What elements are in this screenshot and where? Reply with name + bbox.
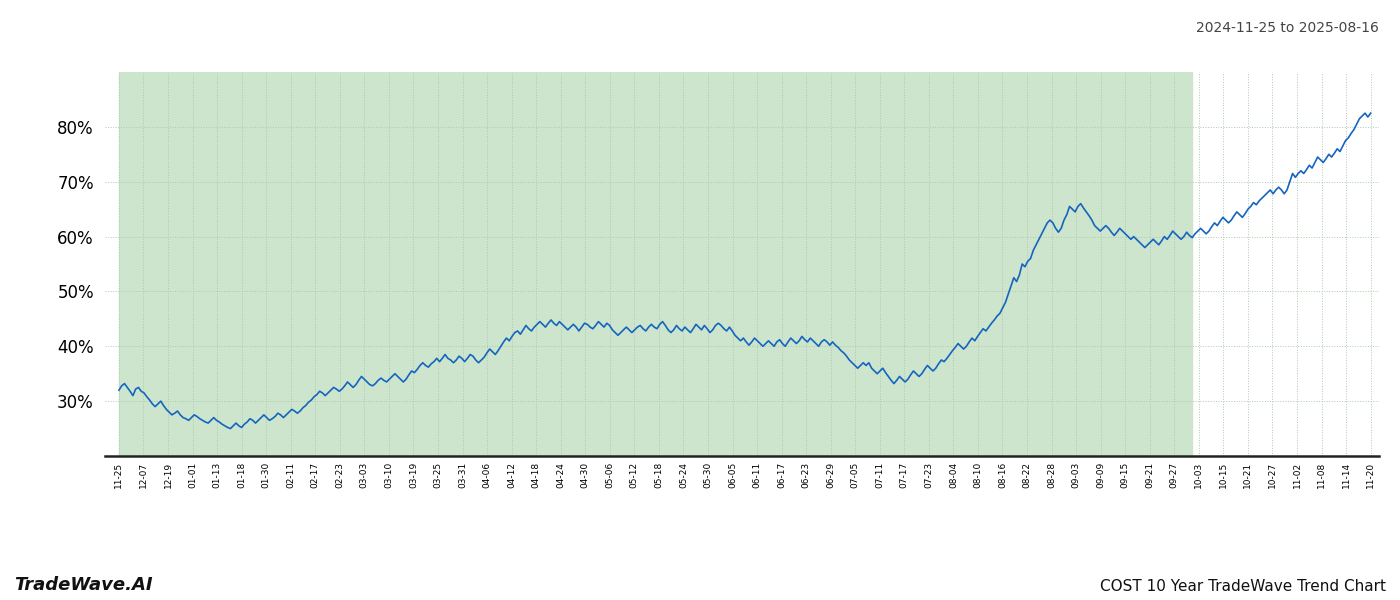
Text: 2024-11-25 to 2025-08-16: 2024-11-25 to 2025-08-16 [1196, 21, 1379, 35]
Text: TradeWave.AI: TradeWave.AI [14, 576, 153, 594]
Bar [119, 72, 1193, 456]
Text: COST 10 Year TradeWave Trend Chart: COST 10 Year TradeWave Trend Chart [1100, 579, 1386, 594]
